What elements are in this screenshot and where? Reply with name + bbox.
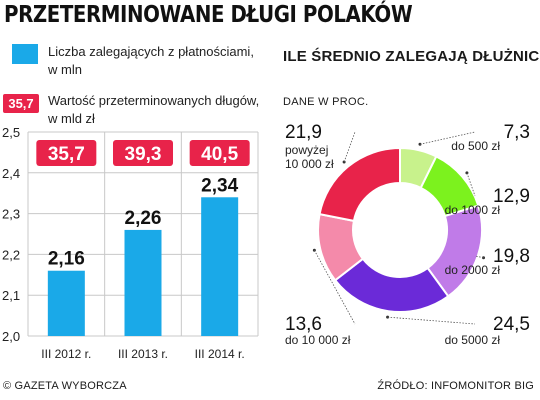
y-tick-label: 2,3 bbox=[2, 207, 20, 222]
bar-value-label: 2,34 bbox=[201, 175, 238, 196]
donut-slice bbox=[318, 146, 401, 223]
bar bbox=[201, 197, 239, 336]
y-tick-label: 2,5 bbox=[2, 125, 20, 140]
legend-label-value: Wartość przeterminowanych długów, w mld … bbox=[48, 92, 259, 128]
leader-line bbox=[419, 131, 476, 145]
leader-line bbox=[314, 250, 356, 325]
legend-label-value-line2: w mld zł bbox=[48, 111, 95, 126]
slice-category-label: powyżej bbox=[285, 143, 328, 157]
legend-swatch-count bbox=[12, 44, 38, 64]
slice-category-label: 10 000 zł bbox=[285, 157, 334, 171]
x-tick-label: III 2014 r. bbox=[195, 347, 245, 361]
footer-copyright: © GAZETA WYBORCZA bbox=[3, 380, 127, 392]
slice-category-label: do 5000 zł bbox=[445, 333, 501, 347]
leader-line bbox=[466, 172, 476, 197]
leader-line bbox=[387, 316, 476, 325]
y-tick-label: 2,4 bbox=[2, 166, 20, 181]
slice-category-label: do 500 zł bbox=[451, 139, 500, 153]
legend-label-count-line1: Liczba zalegających z płatnościami, bbox=[48, 44, 254, 59]
slice-value-label: 21,9 bbox=[285, 122, 322, 143]
slice-value-label: 24,5 bbox=[493, 314, 530, 335]
debt-value-badge bbox=[36, 140, 97, 166]
leader-line bbox=[474, 255, 484, 259]
bar-value-label: 2,26 bbox=[125, 208, 162, 229]
debt-value-label: 40,5 bbox=[201, 144, 238, 165]
slice-category-label: do 1000 zł bbox=[445, 203, 501, 217]
debt-value-badge bbox=[113, 140, 173, 166]
legend-label-count: Liczba zalegających z płatnościami, w ml… bbox=[48, 43, 254, 79]
debt-value-label: 35,7 bbox=[48, 144, 85, 165]
legend-label-count-line2: w mln bbox=[48, 62, 82, 77]
leader-line bbox=[343, 131, 356, 163]
footer-source: ŹRÓDŁO: INFOMONITOR BIG bbox=[377, 380, 534, 392]
chart-title: PRZETERMINOWANE DŁUGI POLAKÓW bbox=[4, 2, 413, 28]
bar bbox=[47, 270, 85, 336]
y-tick-label: 2,0 bbox=[2, 329, 20, 344]
slice-value-label: 7,3 bbox=[504, 122, 530, 143]
slice-value-label: 12,9 bbox=[493, 186, 530, 207]
slice-value-label: 13,6 bbox=[285, 314, 322, 335]
bar bbox=[124, 229, 162, 336]
x-tick-label: III 2013 r. bbox=[118, 347, 168, 361]
x-tick-label: III 2012 r. bbox=[41, 347, 91, 361]
slice-category-label: do 10 000 zł bbox=[285, 333, 351, 347]
legend-label-value-line1: Wartość przeterminowanych długów, bbox=[48, 93, 260, 108]
donut-title: ILE ŚREDNIO ZALEGAJĄ DŁUŻNICY bbox=[283, 48, 540, 65]
debt-value-badge bbox=[189, 140, 250, 166]
donut-subtitle: DANE W PROC. bbox=[283, 96, 369, 108]
debt-value-label: 39,3 bbox=[125, 144, 162, 165]
y-tick-label: 2,1 bbox=[2, 288, 20, 303]
y-tick-label: 2,2 bbox=[2, 247, 20, 262]
slice-value-label: 19,8 bbox=[493, 246, 530, 267]
legend-badge-value: 35,7 bbox=[3, 94, 39, 113]
slice-category-label: do 2000 zł bbox=[445, 263, 501, 277]
bar-value-label: 2,16 bbox=[48, 249, 85, 270]
